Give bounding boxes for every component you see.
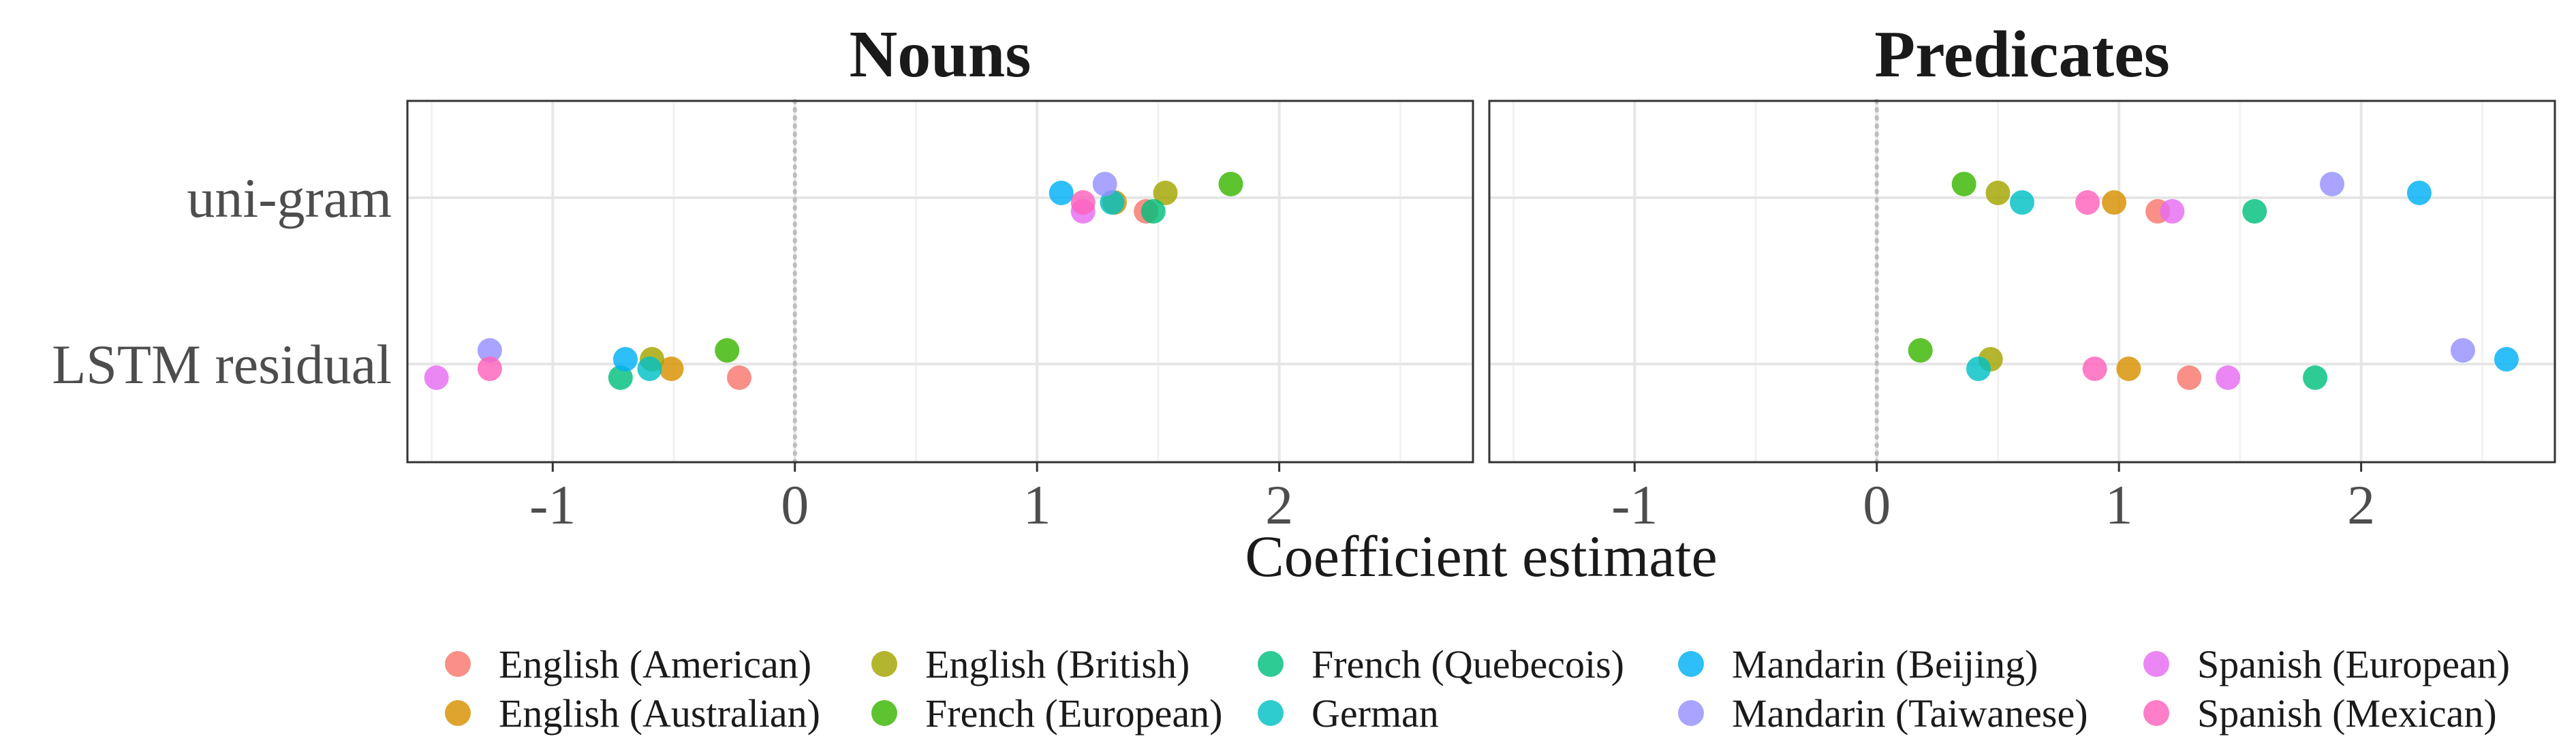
data-point-mandarin-beijing xyxy=(612,347,638,372)
data-point-english-australian xyxy=(2116,357,2141,381)
legend-item-english-australian: English (Australian) xyxy=(445,691,820,736)
data-point-spanish-european xyxy=(424,365,449,390)
legend-swatch xyxy=(1258,651,1284,677)
x-tick-label: 0 xyxy=(781,474,809,536)
data-point-french-european xyxy=(1951,172,1976,196)
x-tick-label: -1 xyxy=(1611,474,1658,536)
data-point-french-european xyxy=(1908,338,1933,363)
panel-title: Predicates xyxy=(1874,18,2170,91)
x-tick-label: 1 xyxy=(1023,474,1051,536)
data-point-german xyxy=(2010,190,2034,215)
legend-label: French (Quebecois) xyxy=(1312,642,1624,686)
panel-border xyxy=(1488,100,2556,464)
data-point-german xyxy=(1966,357,1991,381)
legend-label: Spanish (European) xyxy=(2197,642,2510,686)
legend-label: Mandarin (Beijing) xyxy=(1732,642,2038,686)
data-point-spanish-mexican xyxy=(2075,190,2100,215)
panel-predicates: Predicates -1 0 1 2 xyxy=(1488,18,2556,536)
legend-item-mandarin-taiwanese: Mandarin (Taiwanese) xyxy=(1678,691,2088,736)
data-point-french-quebecois xyxy=(608,365,633,390)
legend-swatch xyxy=(1678,700,1704,726)
legend-label: English (American) xyxy=(499,642,811,686)
x-tick-label: 1 xyxy=(2105,474,2133,536)
data-point-spanish-mexican xyxy=(1070,190,1096,215)
legend-item-mandarin-beijing: Mandarin (Beijing) xyxy=(1678,642,2038,686)
legend-item-spanish-mexican: Spanish (Mexican) xyxy=(2143,691,2497,736)
data-point-english-australian xyxy=(659,357,684,381)
data-point-spanish-european xyxy=(2160,199,2185,224)
data-point-english-american xyxy=(726,365,751,390)
data-point-french-european xyxy=(715,338,740,363)
data-point-spanish-european xyxy=(2216,365,2241,390)
data-point-mandarin-beijing xyxy=(2494,347,2519,372)
legend-label: Spanish (Mexican) xyxy=(2197,691,2497,736)
legend-item-french-european: French (European) xyxy=(871,691,1222,736)
data-point-spanish-mexican xyxy=(2082,357,2107,381)
legend-swatch xyxy=(2143,651,2169,677)
data-point-mandarin-taiwanese xyxy=(1092,172,1117,196)
panel-title: Nouns xyxy=(850,18,1031,91)
data-point-mandarin-beijing xyxy=(2406,181,2432,205)
legend: English (American) English (Australian) En… xyxy=(445,642,2510,736)
legend-label: Mandarin (Taiwanese) xyxy=(1732,691,2088,736)
legend-label: French (European) xyxy=(925,691,1222,736)
legend-swatch xyxy=(445,651,471,677)
data-point-mandarin-taiwanese xyxy=(477,338,502,363)
data-point-french-quebecois xyxy=(1140,199,1166,224)
legend-label: German xyxy=(1312,691,1439,736)
data-point-french-european xyxy=(1218,172,1243,196)
legend-item-french-quebecois: French (Quebecois) xyxy=(1258,642,1624,686)
legend-label: English (Australian) xyxy=(499,691,820,736)
data-point-mandarin-beijing xyxy=(1049,181,1074,205)
panel-border xyxy=(406,100,1474,464)
x-tick-label: 2 xyxy=(1265,474,1293,536)
legend-swatch xyxy=(1258,700,1284,726)
legend-label: English (British) xyxy=(925,642,1190,686)
legend-swatch xyxy=(445,700,471,726)
x-axis-title: Coefficient estimate xyxy=(1245,524,1717,589)
x-tick-label: -1 xyxy=(529,474,576,536)
legend-swatch xyxy=(871,651,897,677)
data-point-french-quebecois xyxy=(2242,199,2267,224)
category-label-lstm-residual: LSTM residual xyxy=(52,333,392,395)
x-tick-label: 0 xyxy=(1863,474,1891,536)
legend-item-english-american: English (American) xyxy=(445,642,811,686)
data-point-english-british xyxy=(1153,181,1178,205)
category-label-uni-gram: uni-gram xyxy=(187,167,392,229)
legend-item-english-british: English (British) xyxy=(871,642,1190,686)
legend-swatch xyxy=(871,700,897,726)
legend-item-spanish-european: Spanish (European) xyxy=(2143,642,2510,686)
panel-nouns: Nouns -1 0 1 2 xyxy=(406,18,1474,536)
legend-swatch xyxy=(1678,651,1704,677)
data-point-english-american xyxy=(2177,365,2202,390)
data-point-french-quebecois xyxy=(2303,365,2328,390)
data-point-mandarin-taiwanese xyxy=(2319,172,2344,196)
data-point-english-australian xyxy=(2102,190,2127,215)
data-point-german xyxy=(637,357,662,381)
legend-swatch xyxy=(2143,700,2169,726)
data-point-spanish-mexican xyxy=(477,357,502,381)
data-point-mandarin-taiwanese xyxy=(2450,338,2475,363)
data-point-german xyxy=(1100,190,1125,215)
x-tick-label: 2 xyxy=(2347,474,2375,536)
legend-item-german: German xyxy=(1258,691,1439,736)
data-point-english-british xyxy=(1985,181,2011,205)
